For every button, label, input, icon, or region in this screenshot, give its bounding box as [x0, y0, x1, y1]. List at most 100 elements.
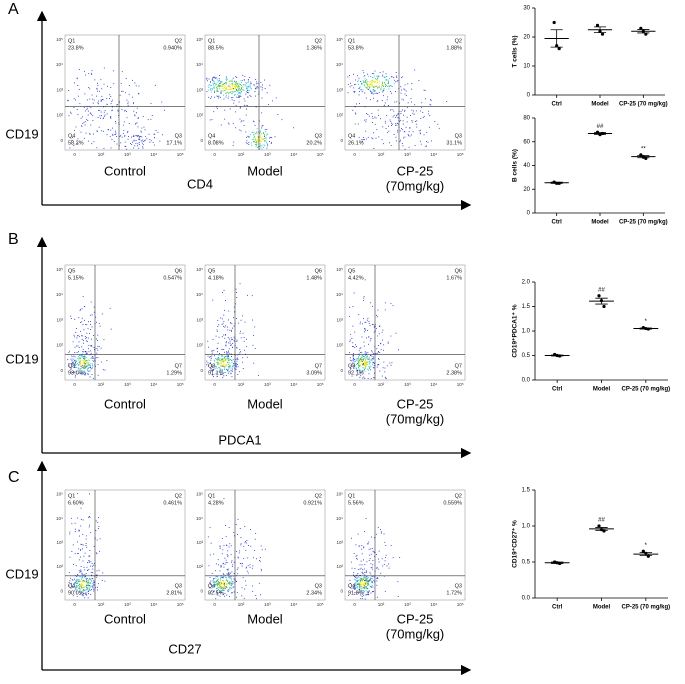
event-dot	[226, 85, 228, 87]
event-dot	[233, 306, 235, 308]
flow-tick: 10⁴	[196, 516, 203, 521]
event-dot	[368, 343, 369, 345]
event-dot	[76, 517, 78, 519]
event-dot	[360, 567, 362, 569]
flow-tick: 10²	[336, 564, 343, 569]
flow-tick: 10⁵	[336, 267, 343, 272]
event-dot	[348, 595, 349, 596]
event-dot	[96, 87, 98, 89]
quadrant-name: Q8	[68, 363, 75, 369]
event-dot	[88, 344, 90, 346]
event-dot	[368, 365, 370, 367]
event-dot	[77, 359, 79, 361]
event-dot	[81, 125, 82, 127]
event-dot	[232, 91, 234, 93]
event-dot	[425, 98, 426, 100]
flow-tick: 10⁴	[150, 382, 157, 387]
event-dot	[361, 588, 363, 590]
event-dot	[88, 584, 90, 586]
event-dot	[371, 581, 373, 582]
event-dot	[71, 586, 73, 588]
event-dot	[85, 351, 87, 353]
event-dot	[391, 109, 393, 111]
event-dot	[365, 80, 367, 82]
event-dot	[364, 119, 366, 121]
event-dot	[351, 587, 353, 589]
event-dot	[207, 340, 209, 342]
event-dot	[217, 90, 218, 92]
event-dot	[217, 594, 219, 596]
event-dot	[68, 582, 70, 584]
flow-tick: 10⁴	[290, 602, 297, 607]
event-dot	[361, 83, 362, 85]
event-dot	[274, 136, 276, 138]
event-dot	[83, 588, 85, 590]
event-dot	[120, 83, 122, 84]
event-dot	[78, 347, 80, 348]
event-dot	[367, 378, 369, 379]
event-dot	[386, 79, 388, 81]
event-dot	[367, 543, 369, 544]
event-dot	[102, 130, 104, 132]
event-dot	[377, 76, 379, 78]
event-dot	[366, 582, 368, 584]
event-dot	[367, 317, 369, 319]
event-dot	[414, 104, 416, 106]
event-dot	[219, 582, 220, 584]
event-dot	[255, 144, 256, 145]
event-dot	[376, 366, 378, 368]
event-dot	[370, 567, 372, 569]
event-dot	[241, 91, 242, 93]
event-dot	[111, 106, 113, 108]
event-dot	[70, 517, 72, 519]
event-dot	[87, 583, 89, 585]
event-dot	[216, 590, 218, 591]
event-dot	[74, 588, 76, 590]
event-dot	[352, 306, 354, 307]
event-dot	[153, 133, 155, 135]
flow-plot: Q54.18%Q61.48%Q891.1%Q73.09%0010²10²10³1…	[196, 264, 326, 411]
event-dot	[264, 548, 266, 550]
event-dot	[355, 580, 357, 582]
event-dot	[147, 119, 149, 121]
event-dot	[227, 591, 229, 593]
event-dot	[90, 572, 92, 573]
event-dot	[372, 138, 374, 140]
flow-tick: 10⁴	[56, 516, 63, 521]
event-dot	[367, 543, 369, 545]
event-dot	[223, 575, 225, 577]
event-dot	[363, 297, 365, 299]
event-dot	[121, 108, 123, 110]
event-dot	[90, 368, 92, 370]
event-dot	[411, 121, 413, 123]
x-tick-label: Ctrl	[552, 605, 563, 611]
event-dot	[354, 583, 356, 584]
event-dot	[230, 88, 231, 90]
event-dot	[382, 367, 384, 369]
event-dot	[361, 83, 363, 84]
event-dot	[377, 335, 379, 337]
event-dot	[359, 91, 360, 92]
event-dot	[106, 134, 108, 136]
event-dot	[223, 334, 225, 336]
event-dot	[421, 102, 423, 104]
event-dot	[358, 84, 359, 85]
event-dot	[388, 81, 390, 83]
event-dot	[236, 89, 237, 90]
event-dot	[141, 136, 143, 138]
event-dot	[215, 577, 217, 579]
event-dot	[237, 83, 239, 85]
event-dot	[221, 359, 222, 361]
group-name: CP-25	[397, 163, 434, 178]
event-dot	[403, 99, 404, 101]
event-dot	[88, 367, 90, 368]
event-dot	[362, 362, 364, 364]
event-dot	[372, 361, 374, 363]
event-dot	[223, 363, 225, 365]
event-dot	[84, 93, 86, 95]
event-dot	[373, 551, 375, 553]
event-dot	[133, 103, 134, 105]
event-dot	[253, 137, 255, 138]
event-dot	[245, 85, 247, 87]
event-dot	[242, 86, 244, 88]
